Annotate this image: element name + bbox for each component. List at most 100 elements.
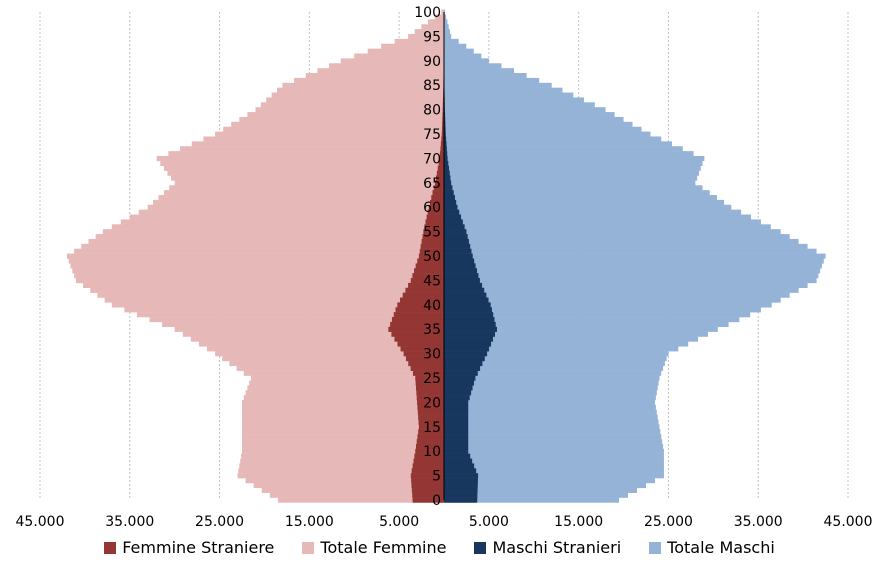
bar — [444, 107, 606, 113]
bar — [340, 58, 444, 64]
bar — [391, 331, 444, 337]
bar — [444, 473, 479, 479]
series-maschi-stranieri — [444, 14, 497, 503]
y-tick-label: 85 — [423, 78, 441, 94]
bar — [444, 497, 620, 503]
bar — [444, 116, 624, 123]
bar — [242, 404, 444, 410]
bar — [444, 478, 655, 484]
bar — [444, 312, 751, 318]
x-tick-label: 45.000 — [16, 514, 65, 530]
bar — [160, 160, 444, 166]
bar — [444, 146, 447, 152]
bar — [444, 151, 448, 157]
bar — [444, 243, 808, 249]
bar — [240, 458, 444, 464]
legend-label: Totale Femmine — [320, 538, 447, 557]
bar — [162, 321, 444, 328]
bar — [444, 209, 460, 215]
y-tick-label: 80 — [423, 103, 441, 119]
bar — [444, 419, 469, 425]
bar — [444, 448, 469, 454]
bar — [444, 170, 450, 176]
bar — [444, 131, 446, 137]
bar — [444, 229, 781, 235]
bar — [237, 473, 444, 479]
bar — [414, 268, 444, 274]
bar — [153, 199, 444, 206]
bar — [444, 482, 646, 489]
bar — [444, 482, 478, 489]
bar — [444, 292, 790, 298]
bar — [444, 155, 705, 162]
bar — [120, 219, 445, 225]
bar — [171, 175, 444, 181]
bar — [444, 126, 642, 132]
bar — [242, 419, 444, 425]
bar — [444, 243, 471, 249]
bar — [444, 458, 473, 464]
bar — [412, 370, 444, 376]
bar — [167, 170, 445, 176]
bar — [294, 77, 444, 84]
bar — [444, 136, 662, 142]
legend-label: Femmine Straniere — [122, 538, 275, 557]
x-tick-label: 5.000 — [469, 514, 509, 530]
bar — [104, 297, 444, 303]
bar — [444, 68, 515, 74]
x-tick-label: 45.000 — [824, 514, 873, 530]
bar — [444, 473, 664, 479]
bar — [444, 273, 819, 279]
bar — [444, 380, 474, 386]
bar — [229, 360, 444, 367]
bar — [444, 468, 477, 474]
bar — [410, 365, 444, 371]
series-totale-maschi — [444, 9, 826, 503]
population-pyramid-chart: 0 5 10 15 20 25 30 35 40 45 50 55 60 65 70 75 80 85 90 95 10… — [16, 5, 873, 530]
bar — [444, 385, 658, 391]
bar — [412, 492, 444, 498]
bar — [444, 429, 661, 435]
bar — [444, 341, 689, 347]
bar — [444, 424, 660, 430]
bar — [241, 453, 444, 459]
bar — [438, 160, 444, 166]
bar — [156, 155, 444, 162]
bar — [242, 409, 444, 415]
bar — [444, 307, 761, 313]
bar — [418, 414, 444, 420]
bar — [444, 492, 478, 498]
bar — [444, 312, 494, 318]
bar — [415, 385, 444, 391]
bar — [444, 24, 449, 30]
bar — [441, 9, 444, 15]
bar — [66, 253, 444, 259]
bar — [444, 102, 595, 108]
bar — [412, 273, 444, 279]
y-tick-label: 45 — [423, 273, 441, 289]
bar — [418, 253, 444, 259]
bar — [418, 424, 444, 430]
bar — [266, 97, 444, 103]
bar — [441, 136, 444, 142]
bar — [444, 463, 475, 469]
x-tick-label: 15.000 — [554, 514, 603, 530]
bar — [444, 346, 679, 352]
bar — [444, 297, 489, 303]
bar — [277, 87, 444, 93]
bar — [417, 409, 444, 415]
bar — [444, 282, 483, 288]
bar — [444, 448, 664, 454]
bar — [440, 146, 444, 152]
bar — [441, 131, 444, 137]
bar — [223, 126, 444, 132]
bar — [238, 468, 444, 474]
y-tick-label: 95 — [423, 29, 441, 45]
bar — [95, 234, 444, 240]
bar — [269, 492, 444, 498]
bar — [422, 234, 444, 240]
bar — [250, 375, 444, 381]
bar — [68, 258, 445, 264]
bar — [444, 404, 469, 410]
bar — [420, 243, 444, 249]
